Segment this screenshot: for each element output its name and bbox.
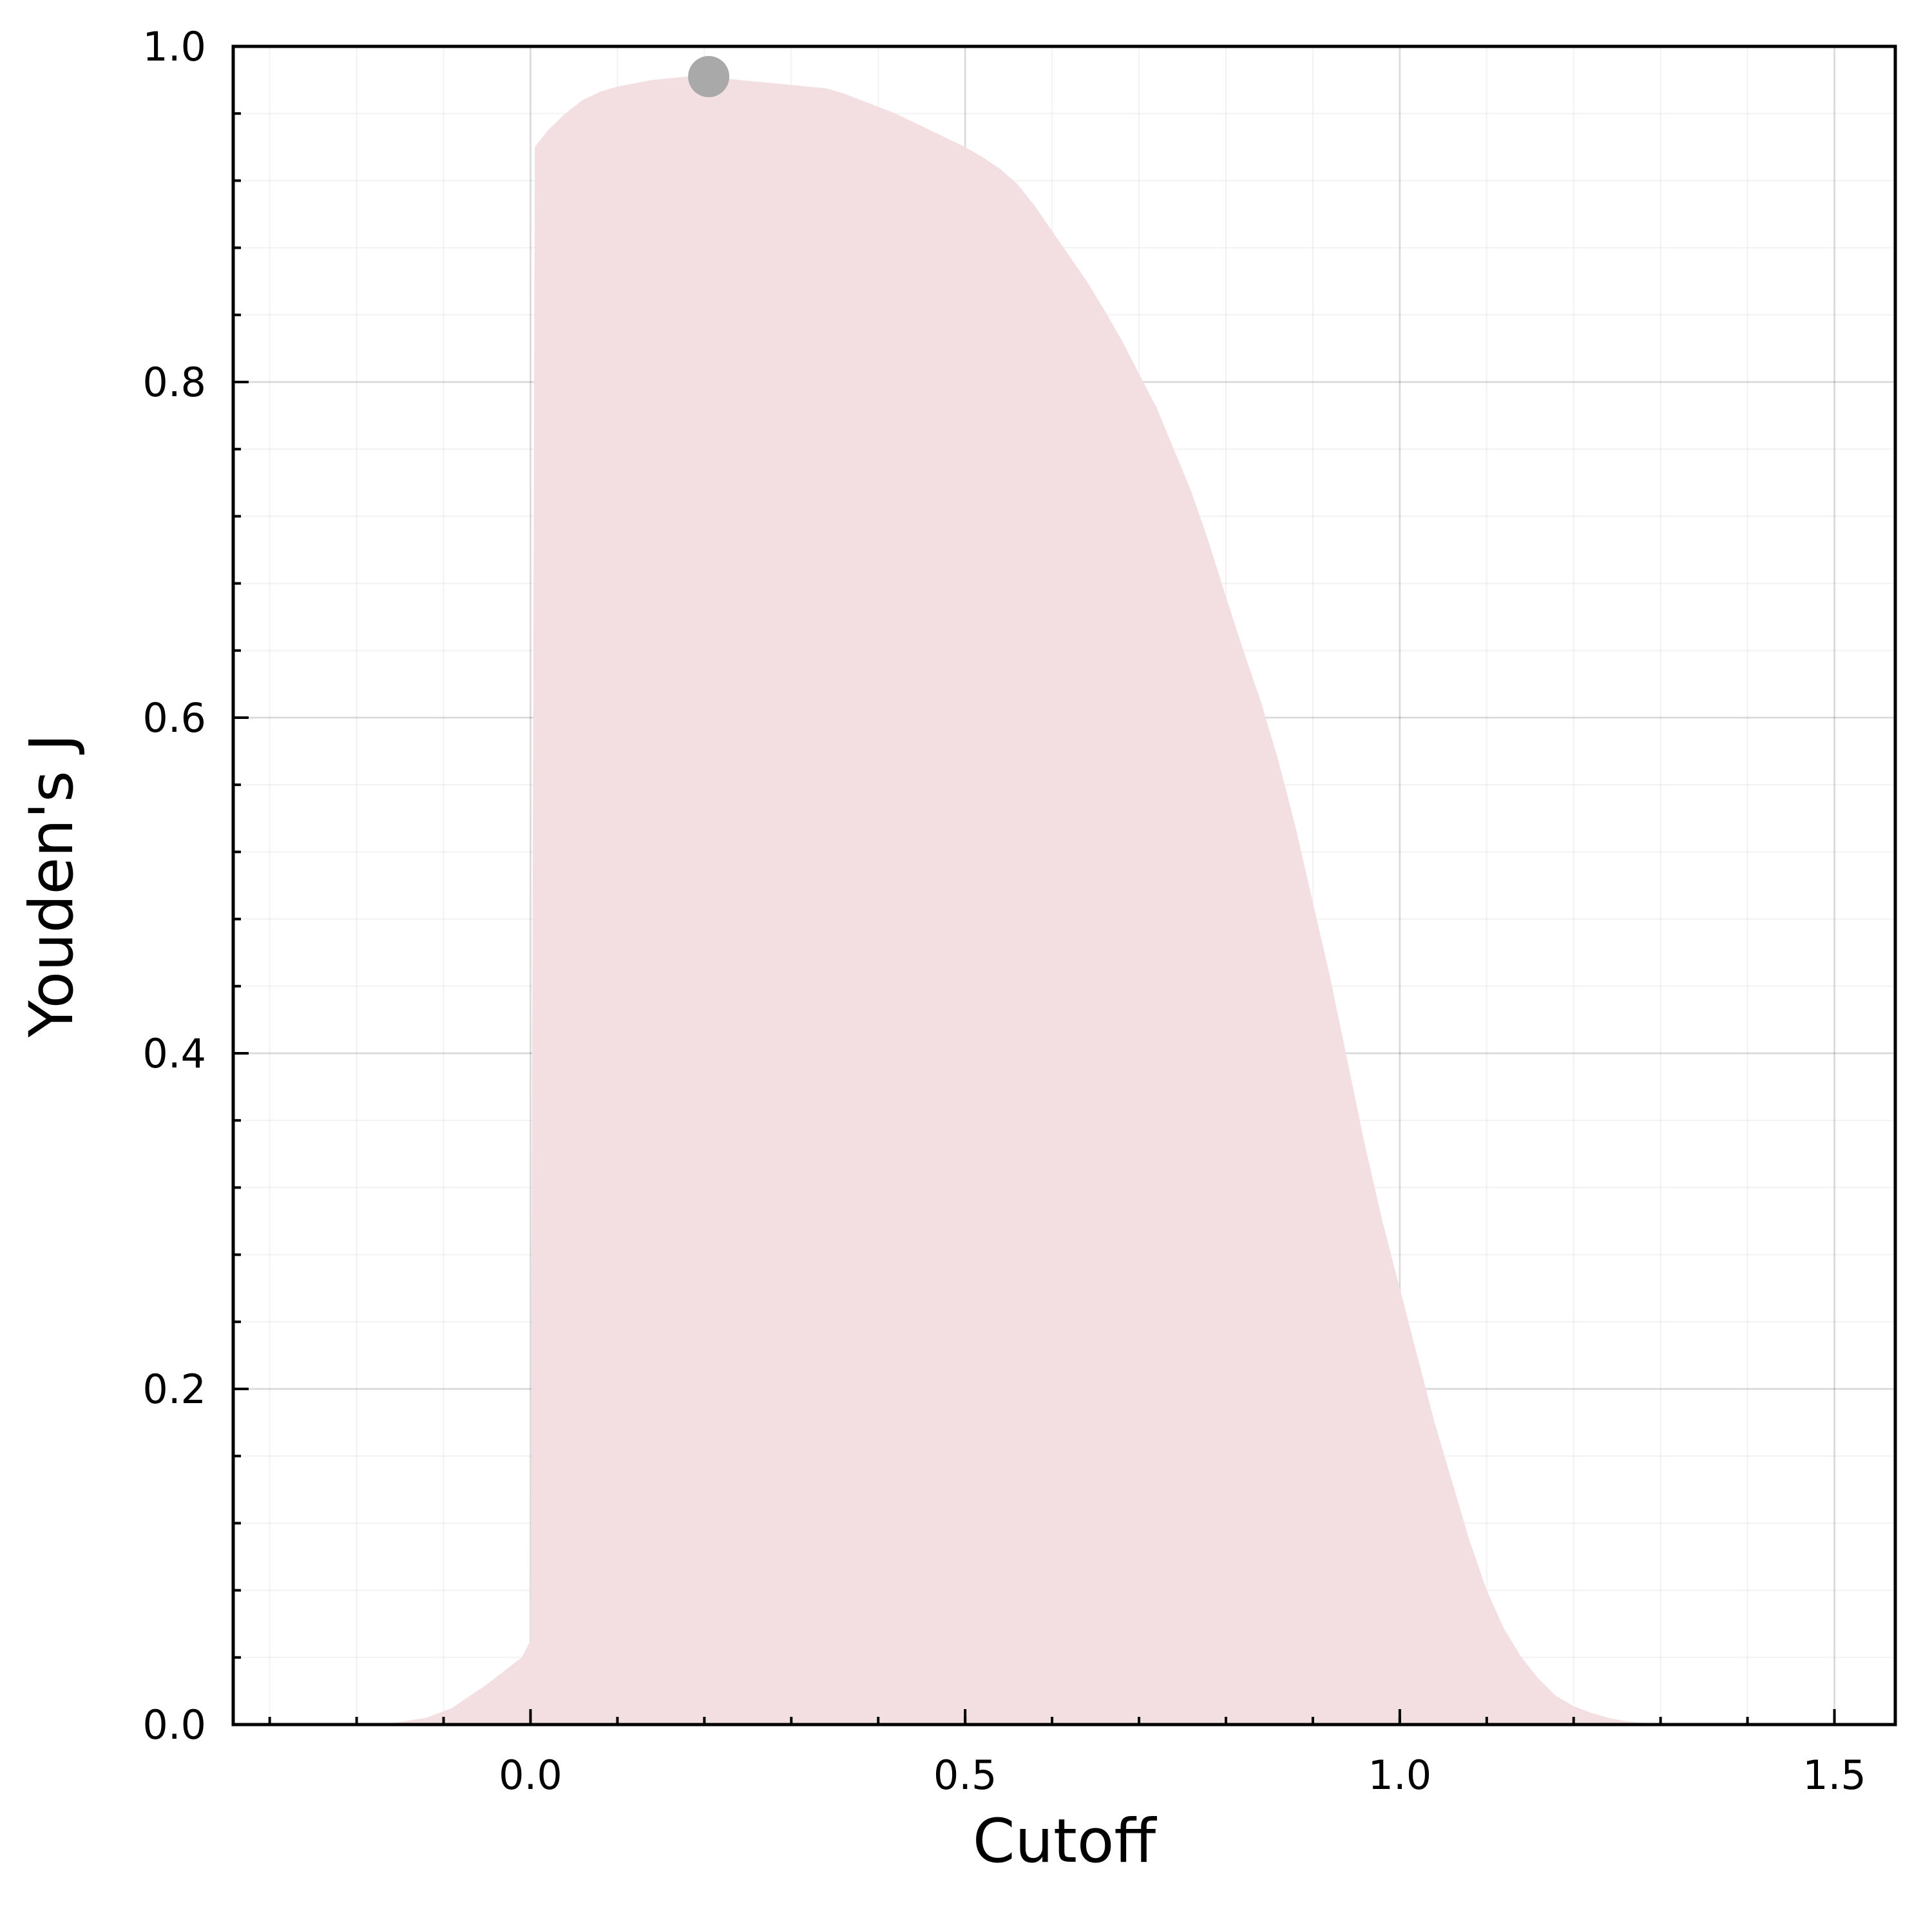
x-tick-label: 0.0 [499, 1752, 562, 1799]
series-area-fill [383, 76, 1705, 1725]
y-tick-label: 0.6 [142, 694, 206, 741]
x-tick-label: 1.5 [1803, 1752, 1866, 1799]
y-tick-label: 0.8 [142, 359, 206, 406]
tick-labels: 0.0 0.5 1.0 1.5 0.0 0.2 0.4 0.6 0.8 1.0 [142, 23, 1866, 1799]
y-tick-label: 0.0 [142, 1701, 206, 1748]
axes [231, 44, 1897, 1726]
x-axis-title: Cutoff [973, 1806, 1158, 1877]
x-tick-label: 0.5 [933, 1752, 997, 1799]
y-axis-title: Youden's J [17, 734, 87, 1038]
y-tick-label: 0.2 [142, 1366, 206, 1413]
y-tick-label: 0.4 [142, 1030, 206, 1077]
series-area [383, 76, 1705, 1725]
y-tick-label: 1.0 [142, 23, 206, 70]
plot-frame [231, 44, 1897, 1726]
optimal-cutoff-point [688, 55, 730, 97]
x-tick-label: 1.0 [1368, 1752, 1432, 1799]
highlight-points [688, 55, 730, 97]
